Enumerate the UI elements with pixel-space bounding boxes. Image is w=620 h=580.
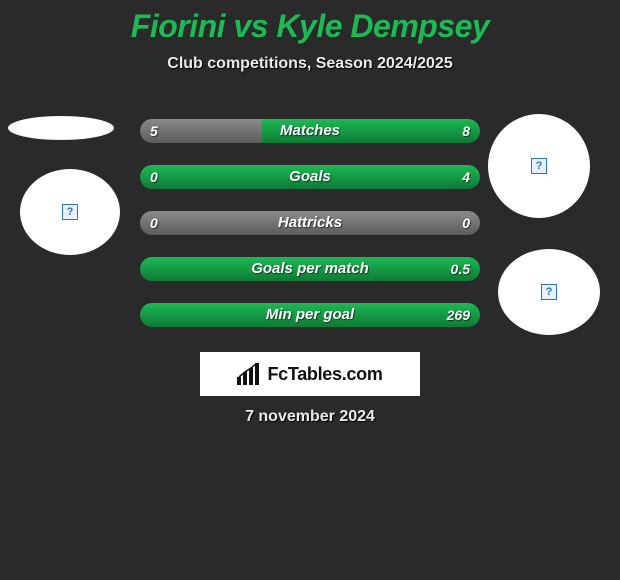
image-placeholder-icon: ?	[541, 284, 557, 300]
date-line: 7 november 2024	[0, 408, 620, 426]
page-title: Fiorini vs Kyle Dempsey	[0, 0, 620, 45]
bar-label: Goals	[140, 165, 480, 189]
brand-bars-icon	[237, 363, 261, 385]
player-right-avatar: ?	[488, 114, 590, 218]
image-placeholder-icon: ?	[531, 158, 547, 174]
bar-label: Matches	[140, 119, 480, 143]
bar-label: Min per goal	[140, 303, 480, 327]
brand-badge: FcTables.com	[200, 352, 420, 396]
bar-label: Hattricks	[140, 211, 480, 235]
player-left-small-avatar	[8, 116, 114, 140]
stat-bar-row: 58Matches	[140, 119, 480, 143]
stat-bars: 58Matches 04Goals 00Hattricks 0.5Goals per …	[140, 119, 480, 349]
stat-bar-row: 04Goals	[140, 165, 480, 189]
stat-bar-row: 00Hattricks	[140, 211, 480, 235]
player-right-club-avatar: ?	[498, 249, 600, 335]
stat-bar-row: 0.5Goals per match	[140, 257, 480, 281]
bar-label: Goals per match	[140, 257, 480, 281]
brand-text: FcTables.com	[267, 364, 382, 385]
stat-bar-row: 269Min per goal	[140, 303, 480, 327]
subtitle: Club competitions, Season 2024/2025	[0, 55, 620, 73]
player-left-club-avatar: ?	[20, 169, 120, 255]
image-placeholder-icon: ?	[62, 204, 78, 220]
